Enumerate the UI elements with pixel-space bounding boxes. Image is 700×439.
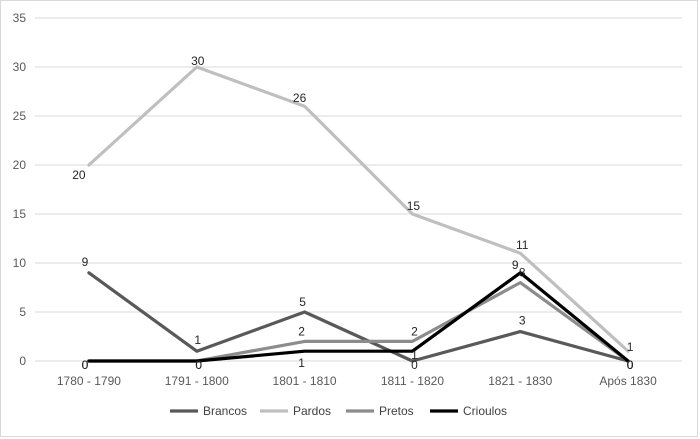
legend-label-brancos: Brancos	[203, 404, 247, 418]
data-label-pretos: 8	[519, 266, 526, 280]
data-label-brancos: 9	[82, 255, 89, 269]
y-tick-label: 20	[13, 158, 27, 172]
data-label-pardos: 30	[191, 54, 205, 68]
data-label-pardos: 15	[407, 199, 421, 213]
data-label-pardos: 26	[293, 91, 307, 105]
data-label-crioulos: 0	[195, 358, 202, 372]
gridlines	[35, 17, 682, 313]
legend-label-pretos: Pretos	[379, 404, 414, 418]
y-tick-label: 35	[13, 11, 27, 25]
data-label-brancos: 0	[627, 358, 634, 372]
data-label-crioulos: 9	[512, 258, 519, 272]
x-tick-label: 1811 - 1820	[381, 374, 444, 388]
legend-label-crioulos: Crioulos	[463, 404, 507, 418]
legend-label-pardos: Pardos	[293, 404, 331, 418]
data-label-crioulos: 1	[298, 356, 305, 370]
data-label-crioulos: 0	[82, 358, 89, 372]
data-label-pretos: 0	[627, 358, 634, 372]
data-label-pretos: 2	[411, 324, 418, 338]
y-tick-label: 5	[19, 305, 26, 319]
data-label-brancos: 3	[519, 314, 526, 328]
data-label-brancos: 1	[194, 333, 201, 347]
y-tick-label: 10	[13, 256, 27, 270]
legend: Brancos Pardos Pretos Crioulos	[170, 404, 507, 418]
x-tick-label: Após 1830	[599, 374, 657, 388]
data-label-pardos: 20	[72, 168, 86, 182]
data-label-pardos: 11	[516, 238, 529, 252]
x-tick-label: 1801 - 1810	[273, 374, 337, 388]
data-label-brancos: 0	[411, 358, 418, 372]
x-tick-label: 1780 - 1790	[57, 374, 121, 388]
x-tick-label: 1791 - 1800	[165, 374, 229, 388]
y-tick-label: 30	[13, 60, 27, 74]
data-label-crioulos: 0	[627, 358, 634, 372]
series-line-pardos	[87, 65, 630, 353]
data-label-pretos: 2	[298, 324, 305, 338]
data-label-pretos: 0	[82, 358, 89, 372]
series-lines	[87, 65, 630, 363]
data-label-pretos: 0	[195, 358, 202, 372]
series-line-crioulos	[87, 271, 630, 363]
y-tick-label: 25	[13, 109, 27, 123]
data-label-pardos: 1	[627, 340, 634, 354]
y-tick-label: 15	[13, 207, 27, 221]
data-label-crioulos: 1	[411, 348, 418, 362]
y-tick-label: 0	[19, 354, 26, 368]
series-line-brancos	[87, 271, 630, 363]
data-label-brancos: 5	[299, 295, 306, 309]
x-tick-label: 1821 - 1830	[488, 374, 552, 388]
